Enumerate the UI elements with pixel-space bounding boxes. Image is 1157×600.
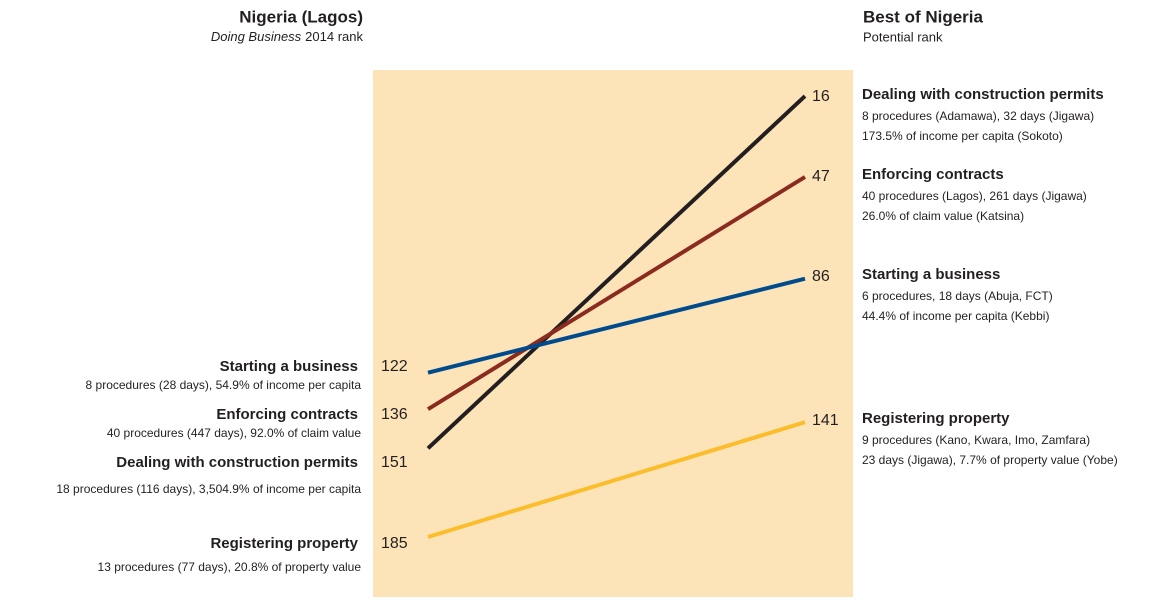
right-detail: 8 procedures (Adamawa), 32 days (Jigawa) [862,109,1094,123]
slope-line [426,94,807,450]
right-value-label: 47 [812,168,830,185]
left-subtitle: Doing Business 2014 rank [211,29,364,44]
left-value-label: 122 [381,358,408,375]
left-series-name: Enforcing contracts [216,406,358,423]
left-series-name: Registering property [210,535,358,552]
left-detail: 18 procedures (116 days), 3,504.9% of in… [56,482,361,496]
right-detail: 6 procedures, 18 days (Abuja, FCT) [862,289,1053,303]
left-header: Nigeria (Lagos) [239,7,363,26]
right-detail: 40 procedures (Lagos), 261 days (Jigawa) [862,189,1087,203]
right-series-name: Registering property [862,410,1010,427]
right-detail: 44.4% of income per capita (Kebbi) [862,309,1049,323]
left-detail: 13 procedures (77 days), 20.8% of proper… [98,560,362,574]
right-series-name: Enforcing contracts [862,166,1004,183]
left-value-label: 136 [381,406,408,423]
right-subtitle: Potential rank [863,29,943,44]
right-detail: 23 days (Jigawa), 7.7% of property value… [862,453,1118,467]
right-value-label: 86 [812,268,830,285]
left-value-label: 151 [381,454,408,471]
right-value-label: 16 [812,88,830,105]
right-detail: 9 procedures (Kano, Kwara, Imo, Zamfara) [862,433,1090,447]
slope-line [427,276,806,375]
right-series-name: Dealing with construction permits [862,86,1104,103]
left-detail: 8 procedures (28 days), 54.9% of income … [86,378,362,392]
slope-line [427,420,806,539]
left-value-label: 185 [381,535,408,552]
right-detail: 173.5% of income per capita (Sokoto) [862,129,1063,143]
left-detail: 40 procedures (447 days), 92.0% of claim… [107,426,361,440]
left-series-name: Starting a business [220,358,358,375]
right-detail: 26.0% of claim value (Katsina) [862,209,1024,223]
panel [373,70,853,597]
left-subtitle-italic: Doing Business [211,29,302,44]
right-header: Best of Nigeria [863,7,984,26]
left-series-name: Dealing with construction permits [116,454,358,471]
left-subtitle-text: 2014 rank [305,29,363,44]
right-series-name: Starting a business [862,266,1000,283]
right-value-label: 141 [812,412,839,429]
slope-line [426,175,807,411]
